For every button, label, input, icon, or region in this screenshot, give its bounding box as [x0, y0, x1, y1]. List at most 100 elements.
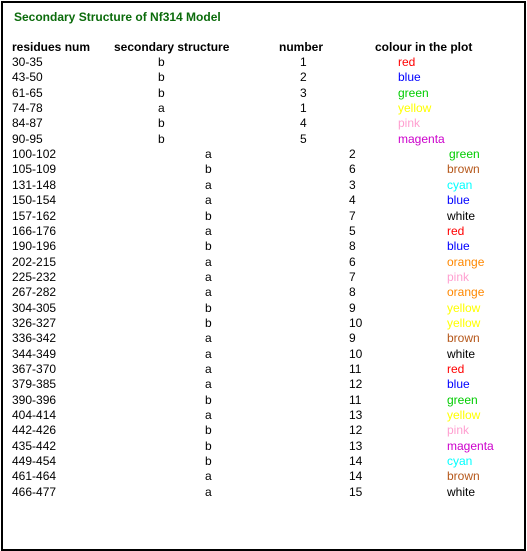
- cell-secondary-structure: a: [205, 362, 212, 376]
- cell-colour: cyan: [447, 178, 473, 192]
- cell-secondary-structure: b: [205, 239, 212, 253]
- cell-residues: 379-385: [12, 377, 57, 391]
- cell-residues: 202-215: [12, 255, 57, 269]
- cell-number: 8: [349, 285, 356, 299]
- cell-residues: 84-87: [12, 116, 43, 130]
- cell-colour: magenta: [447, 439, 494, 453]
- cell-residues: 404-414: [12, 408, 57, 422]
- table-row: 150-154 a 4 blue: [3, 193, 524, 209]
- cell-secondary-structure: a: [205, 224, 212, 238]
- table-row: 202-215 a 6 orange: [3, 255, 524, 271]
- cell-colour: white: [447, 485, 476, 499]
- table-row: 267-282 a 8 orange: [3, 285, 524, 301]
- document-title: Secondary Structure of Nf314 Model: [14, 10, 221, 24]
- cell-residues: 449-454: [12, 454, 57, 468]
- table-row: 90-95 b 5 magenta: [3, 132, 524, 148]
- cell-secondary-structure: a: [205, 331, 212, 345]
- cell-secondary-structure: b: [205, 393, 212, 407]
- cell-residues: 150-154: [12, 193, 57, 207]
- table-row: 43-50 b 2 blue: [3, 70, 524, 86]
- cell-number: 13: [349, 408, 363, 422]
- cell-residues: 390-396: [12, 393, 57, 407]
- cell-colour: red: [447, 362, 465, 376]
- table-row: 166-176 a 5 red: [3, 224, 524, 240]
- cell-colour: pink: [447, 270, 470, 284]
- cell-colour: magenta: [398, 132, 445, 146]
- cell-number: 10: [349, 316, 363, 330]
- cell-number: 2: [349, 147, 356, 161]
- cell-residues: 90-95: [12, 132, 43, 146]
- cell-colour: white: [447, 209, 476, 223]
- cell-secondary-structure: b: [158, 132, 165, 146]
- cell-number: 15: [349, 485, 363, 499]
- cell-colour: blue: [447, 377, 470, 391]
- cell-number: 14: [349, 469, 363, 483]
- cell-colour: yellow: [447, 408, 481, 422]
- cell-secondary-structure: a: [205, 485, 212, 499]
- table-row: 326-327 b 10 yellow: [3, 316, 524, 332]
- table-row: 344-349 a 10 white: [3, 347, 524, 363]
- cell-secondary-structure: a: [205, 285, 212, 299]
- cell-colour: pink: [447, 423, 470, 437]
- cell-number: 5: [349, 224, 356, 238]
- header-residues: residues num: [12, 40, 91, 54]
- cell-number: 5: [300, 132, 307, 146]
- cell-secondary-structure: b: [205, 162, 212, 176]
- cell-number: 11: [349, 362, 362, 376]
- cell-residues: 267-282: [12, 285, 57, 299]
- header-number: number: [279, 40, 324, 54]
- cell-colour: green: [447, 393, 478, 407]
- cell-residues: 442-426: [12, 423, 57, 437]
- cell-colour: red: [398, 55, 416, 69]
- cell-colour: brown: [447, 331, 480, 345]
- cell-colour: yellow: [398, 101, 432, 115]
- cell-residues: 336-342: [12, 331, 57, 345]
- cell-number: 9: [349, 301, 356, 315]
- cell-number: 1: [300, 101, 307, 115]
- cell-colour: brown: [447, 162, 480, 176]
- cell-number: 11: [349, 393, 362, 407]
- cell-residues: 30-35: [12, 55, 43, 69]
- cell-secondary-structure: b: [158, 70, 165, 84]
- cell-secondary-structure: a: [205, 193, 212, 207]
- cell-residues: 190-196: [12, 239, 57, 253]
- cell-secondary-structure: a: [205, 408, 212, 422]
- table-row: 190-196 b 8 blue: [3, 239, 524, 255]
- table-row: 61-65 b 3 green: [3, 86, 524, 102]
- cell-number: 7: [349, 270, 356, 284]
- cell-secondary-structure: b: [205, 301, 212, 315]
- cell-colour: pink: [398, 116, 421, 130]
- cell-colour: blue: [447, 193, 470, 207]
- cell-secondary-structure: a: [205, 469, 212, 483]
- cell-secondary-structure: a: [158, 101, 165, 115]
- cell-number: 3: [300, 86, 307, 100]
- cell-residues: 131-148: [12, 178, 57, 192]
- cell-residues: 344-349: [12, 347, 57, 361]
- cell-residues: 166-176: [12, 224, 57, 238]
- table-row: 100-102 a 2 green: [3, 147, 524, 163]
- table-row: 435-442 b 13 magenta: [3, 439, 524, 455]
- cell-residues: 461-464: [12, 469, 57, 483]
- cell-colour: blue: [447, 239, 470, 253]
- cell-colour: yellow: [447, 316, 481, 330]
- cell-colour: blue: [398, 70, 421, 84]
- cell-secondary-structure: a: [205, 178, 212, 192]
- table-row: 157-162 b 7 white: [3, 209, 524, 225]
- cell-residues: 74-78: [12, 101, 43, 115]
- cell-residues: 326-327: [12, 316, 57, 330]
- cell-secondary-structure: a: [205, 347, 212, 361]
- cell-residues: 367-370: [12, 362, 57, 376]
- cell-secondary-structure: a: [205, 270, 212, 284]
- cell-secondary-structure: b: [158, 116, 165, 130]
- cell-colour: cyan: [447, 454, 473, 468]
- cell-residues: 435-442: [12, 439, 57, 453]
- cell-number: 8: [349, 239, 356, 253]
- table-row: 105-109 b 6 brown: [3, 162, 524, 178]
- cell-secondary-structure: b: [158, 86, 165, 100]
- cell-secondary-structure: b: [205, 423, 212, 437]
- cell-number: 2: [300, 70, 307, 84]
- table-row: 30-35 b 1 red: [3, 55, 524, 71]
- cell-colour: orange: [447, 255, 485, 269]
- cell-number: 10: [349, 347, 363, 361]
